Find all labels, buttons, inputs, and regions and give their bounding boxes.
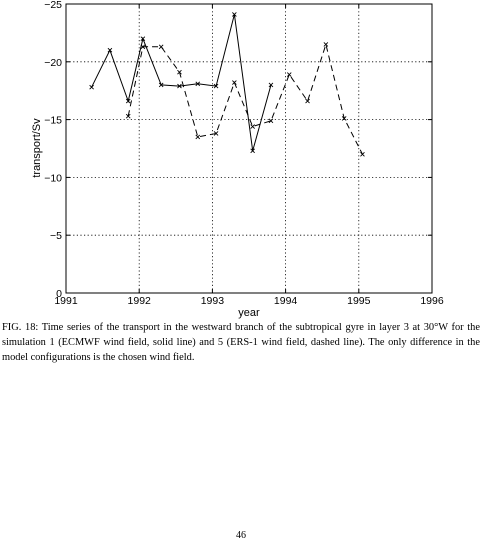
data-point-marker (140, 36, 146, 41)
data-point-marker (250, 124, 255, 129)
data-point-marker (213, 83, 219, 89)
y-tick-label: 0 (56, 288, 62, 300)
data-point-marker (158, 44, 164, 50)
x-tick-label: 1993 (201, 295, 225, 307)
x-tick-label: 1996 (420, 295, 444, 307)
data-point-marker (232, 80, 237, 85)
plot-frame (65, 3, 433, 294)
series-line (127, 42, 363, 155)
data-point-marker (177, 69, 182, 75)
data-point-marker (213, 131, 219, 136)
data-point-marker (125, 98, 131, 104)
data-point-marker (323, 42, 329, 47)
data-point-marker (232, 12, 237, 17)
x-tick-label: 1992 (128, 295, 152, 307)
figure-caption: FIG. 18: Time series of the transport in… (2, 322, 480, 363)
data-point-marker (268, 118, 274, 124)
x-tick-label: 1991 (54, 295, 78, 307)
series-line (91, 14, 272, 151)
data-point-marker (305, 98, 310, 104)
y-tick-label: −15 (44, 115, 62, 127)
data-point-marker (158, 82, 164, 88)
series-2-dashed (125, 42, 365, 157)
y-tick-label: −20 (44, 57, 62, 69)
series-layer (89, 12, 365, 157)
data-point-marker (341, 116, 347, 121)
x-axis-label: year (238, 307, 260, 319)
page-number: 46 (236, 530, 246, 541)
data-point-marker (107, 47, 113, 53)
data-point-marker (268, 82, 274, 88)
data-point-marker (250, 148, 255, 154)
y-tick-label: −25 (44, 0, 62, 11)
transport-time-series-chart: 1991 1992 1993 1994 1995 19960−5−10−15−20−25 … (31, 0, 444, 319)
series-1-solid (89, 12, 274, 154)
data-point-marker (140, 44, 146, 50)
data-point-marker (125, 113, 131, 119)
x-tick-label: 1994 (274, 295, 298, 307)
data-point-marker (360, 151, 365, 157)
chart-grid (66, 4, 432, 293)
data-point-marker (286, 72, 292, 77)
data-point-marker (89, 84, 94, 90)
data-point-marker (177, 83, 182, 89)
y-tick-label: −10 (44, 172, 62, 184)
data-point-marker (195, 134, 201, 140)
chart-axes: 1991 1992 1993 1994 1995 1996 0 −5 −10 −15 −20 −25 (44, 0, 444, 307)
y-tick-label: −5 (50, 230, 62, 242)
data-point-marker (195, 81, 201, 87)
x-tick-label: 1995 (347, 295, 371, 307)
y-axis-label: transport/Sv (31, 118, 43, 178)
